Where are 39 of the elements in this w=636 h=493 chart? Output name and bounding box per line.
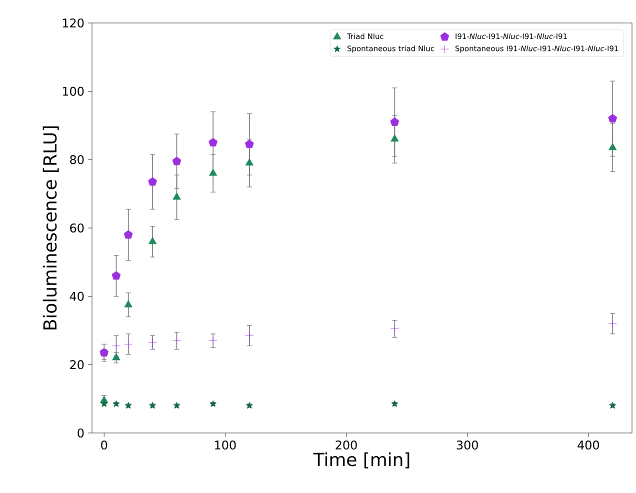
x-tick-label: 0 (101, 440, 108, 450)
x-tick-label: 300 (456, 440, 478, 450)
point (246, 402, 253, 409)
point (245, 158, 254, 166)
y-tick-label: 40 (70, 292, 84, 301)
y-tick-label: 100 (62, 86, 84, 96)
x-axis-title: Time [min] (313, 452, 410, 468)
point (172, 156, 182, 166)
y-tick-label: 0 (78, 428, 84, 438)
point (609, 402, 616, 409)
point (148, 177, 158, 186)
point (124, 230, 133, 239)
point (390, 117, 400, 126)
y-tick-label: 60 (70, 223, 84, 233)
point (208, 138, 218, 146)
point (124, 402, 132, 409)
point (245, 331, 254, 340)
point (112, 271, 121, 280)
point (148, 236, 157, 244)
point (608, 319, 617, 328)
point (149, 402, 156, 409)
point (112, 342, 120, 350)
point (124, 300, 132, 308)
x-tick-label: 100 (215, 440, 236, 450)
point (100, 400, 108, 407)
y-tick-label: 120 (62, 18, 84, 28)
point (148, 338, 157, 347)
y-tick-label: 80 (70, 155, 84, 164)
point (390, 134, 399, 142)
point (608, 143, 617, 150)
x-tick-label: 200 (336, 440, 357, 450)
y-axis-title: Bioluminescence [RLU] (42, 126, 59, 330)
point (208, 336, 218, 345)
point (124, 340, 133, 348)
y-tick-label: 20 (70, 360, 84, 370)
point (173, 402, 180, 409)
point (390, 324, 399, 333)
x-tick-label: 400 (578, 440, 600, 450)
point (172, 192, 181, 200)
